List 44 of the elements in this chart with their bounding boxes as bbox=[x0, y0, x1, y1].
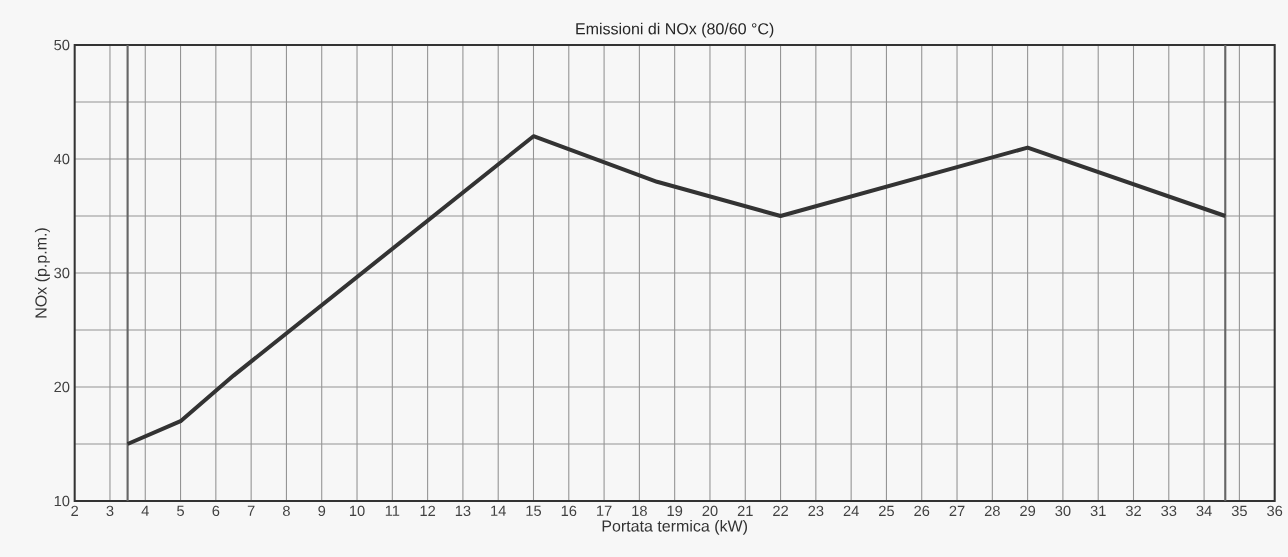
x-tick-label: 10 bbox=[349, 505, 365, 517]
x-tick-label: 34 bbox=[1196, 505, 1212, 517]
y-tick-label: 40 bbox=[53, 153, 70, 165]
x-tick-label: 11 bbox=[385, 505, 400, 516]
y-axis-title: NOx (p.p.m.) bbox=[34, 228, 50, 318]
x-tick-label: 9 bbox=[318, 505, 326, 517]
x-tick-label: 33 bbox=[1161, 505, 1177, 517]
x-tick-label: 20 bbox=[702, 505, 718, 517]
x-tick-label: 15 bbox=[526, 505, 542, 516]
x-tick-label: 30 bbox=[1055, 505, 1071, 517]
x-tick-label: 24 bbox=[843, 505, 859, 516]
x-tick-label: 8 bbox=[282, 505, 290, 517]
x-tick-label: 27 bbox=[949, 505, 965, 516]
x-tick-label: 18 bbox=[632, 505, 647, 517]
x-tick-label: 28 bbox=[984, 505, 1000, 517]
x-tick-label: 6 bbox=[212, 505, 220, 517]
x-axis-title: Portata termica (kW) bbox=[602, 519, 747, 535]
y-tick-label: 10 bbox=[54, 495, 70, 507]
x-tick-label: 2 bbox=[71, 505, 79, 516]
x-tick-label: 29 bbox=[1020, 505, 1036, 517]
x-tick-label: 3 bbox=[106, 505, 114, 517]
x-tick-label: 21 bbox=[737, 505, 753, 516]
x-tick-label: 23 bbox=[808, 505, 824, 517]
x-tick-label: 7 bbox=[247, 505, 255, 516]
x-tick-label: 12 bbox=[420, 505, 436, 516]
chart-title: Emissioni di NOx (80/60 °C) bbox=[576, 22, 774, 38]
line-series bbox=[125, 134, 1228, 446]
x-tick-label: 19 bbox=[667, 505, 683, 517]
x-tick-label: 13 bbox=[455, 505, 471, 517]
x-tick-label: 36 bbox=[1267, 505, 1283, 517]
x-tick-label: 14 bbox=[491, 505, 506, 516]
x-tick-label: 17 bbox=[597, 505, 612, 516]
x-tick-label: 5 bbox=[177, 505, 184, 516]
y-tick-label: 50 bbox=[54, 39, 70, 51]
x-tick-label: 25 bbox=[879, 505, 894, 517]
y-tick-label: 30 bbox=[54, 267, 70, 279]
x-tick-label: 31 bbox=[1090, 505, 1106, 517]
x-tick-label: 32 bbox=[1125, 505, 1141, 517]
x-tick-label: 35 bbox=[1231, 505, 1247, 517]
y-tick-label: 20 bbox=[54, 381, 70, 393]
x-tick-label: 4 bbox=[141, 505, 149, 516]
x-tick-label: 26 bbox=[914, 505, 930, 517]
x-tick-label: 22 bbox=[773, 505, 788, 516]
x-tick-label: 16 bbox=[561, 505, 577, 517]
